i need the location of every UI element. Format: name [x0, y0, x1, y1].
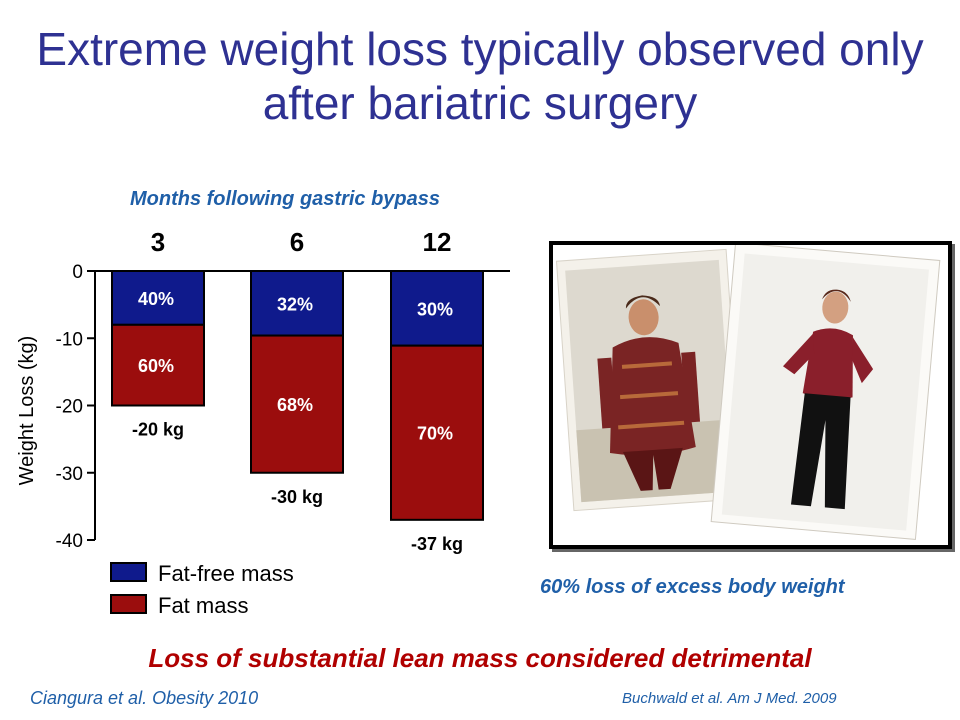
category-label: 3	[151, 227, 165, 257]
citation-right: Buchwald et al. Am J Med. 2009	[622, 690, 837, 707]
photo-caption: 60% loss of excess body weight	[540, 576, 845, 598]
legend-label: Fat mass	[158, 593, 248, 618]
legend-swatch	[110, 594, 147, 614]
total-loss-label: -37 kg	[411, 534, 463, 554]
fat-free-percent-label: 30%	[417, 299, 453, 319]
bar-fat-free-mass	[390, 270, 484, 347]
fat-percent-label: 70%	[417, 424, 453, 444]
y-tick-label: -20	[56, 397, 83, 418]
y-tick-label: -10	[56, 329, 83, 350]
fat-percent-label: 60%	[138, 356, 174, 376]
bar-fat-free-mass	[250, 270, 344, 337]
before-photo	[555, 248, 745, 512]
after-photo	[710, 245, 941, 540]
fat-free-percent-label: 32%	[277, 294, 313, 314]
category-label: 6	[290, 227, 304, 257]
legend-label: Fat-free mass	[158, 561, 294, 586]
bar-fat-mass	[390, 344, 484, 521]
total-loss-label: -30 kg	[271, 487, 323, 507]
fat-percent-label: 68%	[277, 395, 313, 415]
citation-left: Ciangura et al. Obesity 2010	[30, 688, 259, 708]
y-axis-label: Weight Loss (kg)	[16, 336, 38, 486]
y-tick-label: -30	[56, 464, 83, 485]
bar-fat-mass	[111, 323, 205, 407]
total-loss-label: -20 kg	[132, 420, 184, 440]
chart-title: Months following gastric bypass	[129, 188, 441, 210]
y-tick-label: 0	[72, 262, 83, 283]
bar-fat-mass	[250, 334, 344, 474]
weight-loss-chart: 0 -10 -20 -30 -40 Weight Loss (kg) 3 6 12 40% 60% -…	[16, 227, 510, 618]
conclusion-text: Loss of substantial lean mass considered…	[148, 643, 812, 673]
category-label: 12	[423, 227, 452, 257]
slide-title: Extreme weight loss typically observed o…	[36, 23, 924, 129]
before-after-photo	[549, 241, 952, 549]
fat-free-percent-label: 40%	[138, 289, 174, 309]
legend-swatch	[110, 562, 147, 582]
y-tick-label: -40	[56, 531, 83, 552]
